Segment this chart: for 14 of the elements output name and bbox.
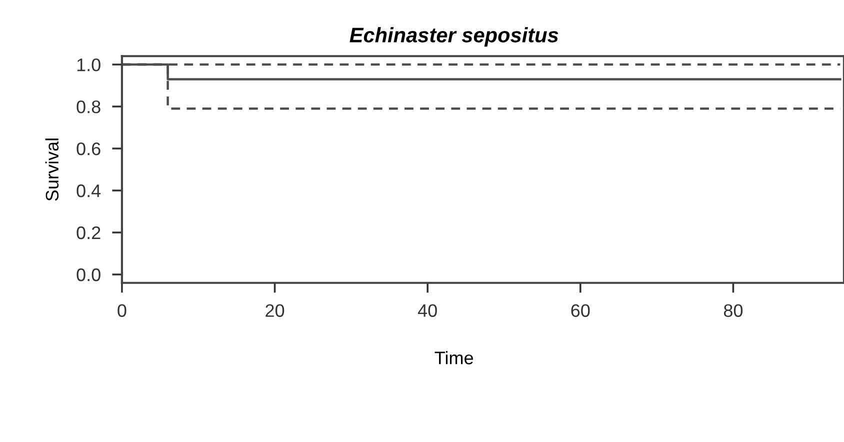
y-tick-label: 0.0 [76,268,100,282]
x-axis-title: Time [434,351,474,364]
y-tick-label: 0.2 [76,226,100,240]
x-tick-label: 60 [571,304,590,317]
x-tick-label: 80 [724,304,743,317]
y-tick-label: 1.0 [77,58,100,72]
y-tick-label: 0.4 [76,184,101,198]
y-tick-label: 0.6 [76,142,100,156]
chart-title: Echinaster sepositus [350,27,558,47]
x-tick-label: 20 [266,304,284,317]
y-axis-title: Survival [45,138,59,201]
x-tick-label: 40 [418,304,437,317]
y-tick-label: 0.8 [76,100,100,114]
x-tick-label: 0 [118,304,126,317]
